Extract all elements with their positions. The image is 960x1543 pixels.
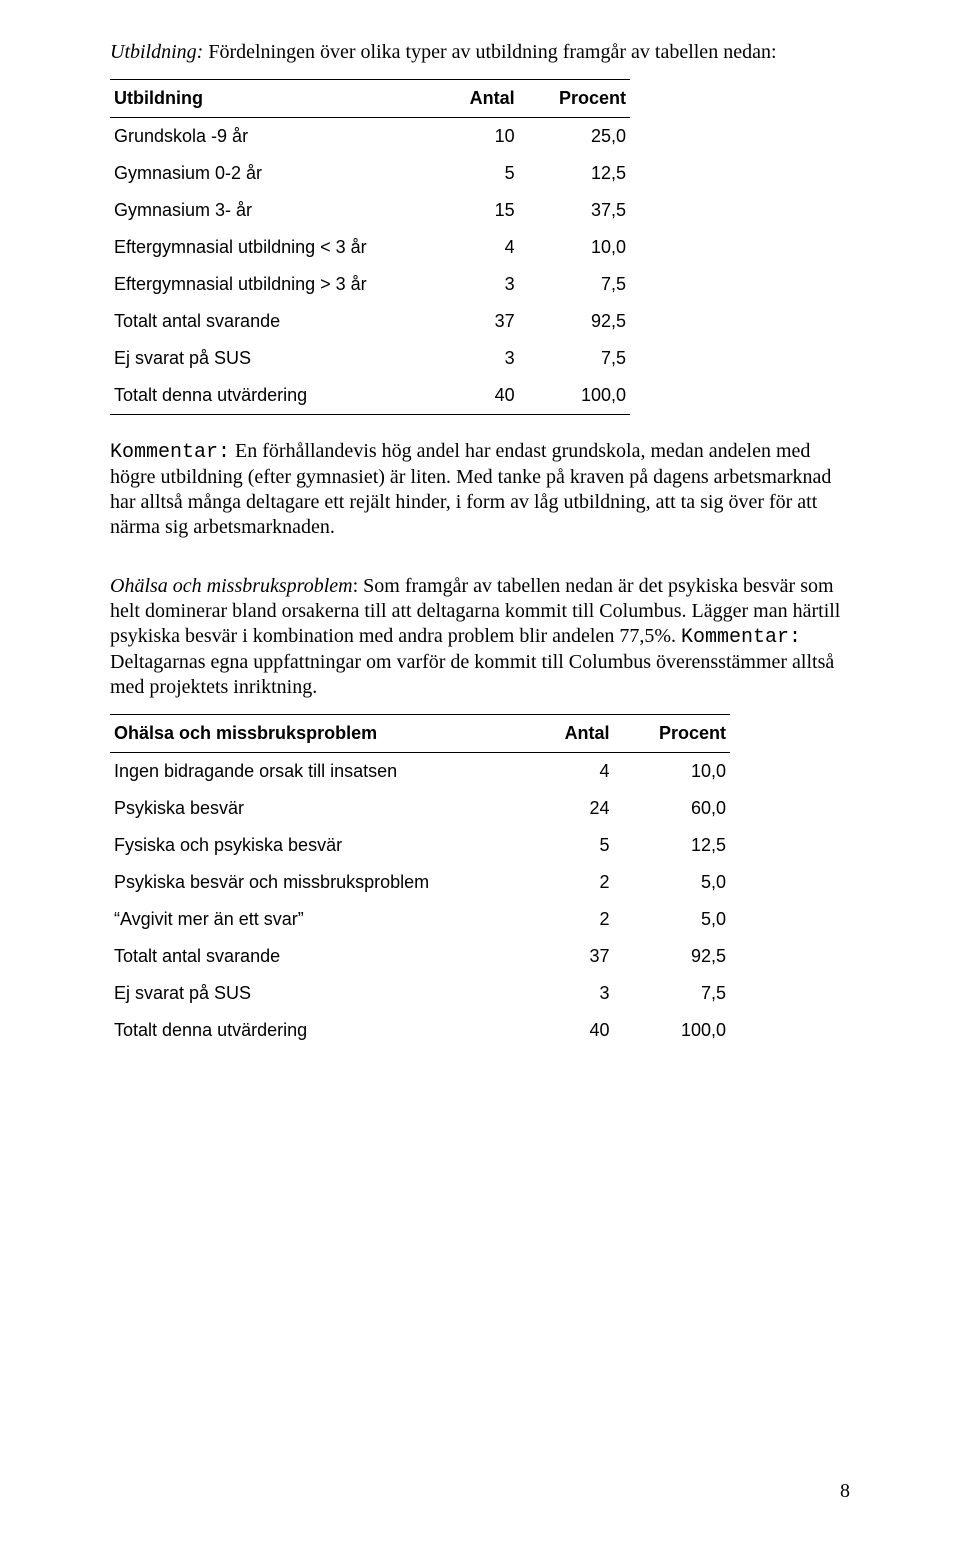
row-procent: 100,0 bbox=[519, 377, 630, 415]
table-header-row: Utbildning Antal Procent bbox=[110, 80, 630, 118]
table-row: Ej svarat på SUS 3 7,5 bbox=[110, 975, 730, 1012]
col-procent: Procent bbox=[614, 715, 730, 753]
row-procent: 100,0 bbox=[614, 1012, 730, 1049]
row-procent: 7,5 bbox=[519, 340, 630, 377]
row-procent: 25,0 bbox=[519, 118, 630, 156]
row-procent: 7,5 bbox=[614, 975, 730, 1012]
row-antal: 3 bbox=[415, 266, 518, 303]
row-label: Eftergymnasial utbildning < 3 år bbox=[110, 229, 415, 266]
kommentar-label: Kommentar: bbox=[110, 441, 230, 464]
row-label: Ej svarat på SUS bbox=[110, 340, 415, 377]
row-antal: 37 bbox=[415, 303, 518, 340]
row-antal: 4 bbox=[506, 753, 614, 791]
row-antal: 5 bbox=[506, 827, 614, 864]
col-antal: Antal bbox=[506, 715, 614, 753]
row-procent: 92,5 bbox=[614, 938, 730, 975]
row-procent: 10,0 bbox=[614, 753, 730, 791]
row-antal: 15 bbox=[415, 192, 518, 229]
row-label: Fysiska och psykiska besvär bbox=[110, 827, 506, 864]
row-label: Gymnasium 3- år bbox=[110, 192, 415, 229]
intro-text: Fördelningen över olika typer av utbildn… bbox=[208, 41, 776, 63]
ohalsa-label: Ohälsa och missbruksproblem bbox=[110, 575, 353, 597]
row-procent: 10,0 bbox=[519, 229, 630, 266]
ohalsa-kommentar-label: Kommentar: bbox=[681, 626, 801, 649]
row-label: Totalt denna utvärdering bbox=[110, 377, 415, 415]
page-number: 8 bbox=[840, 1480, 850, 1503]
table-row: Grundskola -9 år 10 25,0 bbox=[110, 118, 630, 156]
row-procent: 60,0 bbox=[614, 790, 730, 827]
row-procent: 5,0 bbox=[614, 901, 730, 938]
spacer bbox=[110, 554, 850, 574]
table-header-row: Ohälsa och missbruksproblem Antal Procen… bbox=[110, 715, 730, 753]
table-row: Psykiska besvär och missbruksproblem 2 5… bbox=[110, 864, 730, 901]
row-procent: 5,0 bbox=[614, 864, 730, 901]
row-antal: 37 bbox=[506, 938, 614, 975]
table-row: Totalt denna utvärdering 40 100,0 bbox=[110, 377, 630, 415]
row-antal: 40 bbox=[506, 1012, 614, 1049]
row-label: Ingen bidragande orsak till insatsen bbox=[110, 753, 506, 791]
table-row: Gymnasium 3- år 15 37,5 bbox=[110, 192, 630, 229]
row-procent: 92,5 bbox=[519, 303, 630, 340]
col-procent: Procent bbox=[519, 80, 630, 118]
row-procent: 12,5 bbox=[614, 827, 730, 864]
page: Utbildning: Fördelningen över olika type… bbox=[0, 0, 960, 1543]
table-row: Ingen bidragande orsak till insatsen 4 1… bbox=[110, 753, 730, 791]
row-antal: 40 bbox=[415, 377, 518, 415]
table-row: Gymnasium 0-2 år 5 12,5 bbox=[110, 155, 630, 192]
row-label: Totalt denna utvärdering bbox=[110, 1012, 506, 1049]
intro-utbildning: Utbildning: Fördelningen över olika type… bbox=[110, 40, 850, 65]
row-label: Grundskola -9 år bbox=[110, 118, 415, 156]
table-row: “Avgivit mer än ett svar” 2 5,0 bbox=[110, 901, 730, 938]
table-row: Eftergymnasial utbildning > 3 år 3 7,5 bbox=[110, 266, 630, 303]
row-procent: 37,5 bbox=[519, 192, 630, 229]
row-antal: 3 bbox=[415, 340, 518, 377]
row-antal: 3 bbox=[506, 975, 614, 1012]
row-procent: 7,5 bbox=[519, 266, 630, 303]
row-antal: 10 bbox=[415, 118, 518, 156]
intro-label: Utbildning: bbox=[110, 41, 203, 63]
row-label: Eftergymnasial utbildning > 3 år bbox=[110, 266, 415, 303]
row-label: Totalt antal svarande bbox=[110, 303, 415, 340]
table-row: Eftergymnasial utbildning < 3 år 4 10,0 bbox=[110, 229, 630, 266]
table-utbildning: Utbildning Antal Procent Grundskola -9 å… bbox=[110, 79, 630, 415]
col-antal: Antal bbox=[415, 80, 518, 118]
row-label: Totalt antal svarande bbox=[110, 938, 506, 975]
row-label: Gymnasium 0-2 år bbox=[110, 155, 415, 192]
row-label: Ej svarat på SUS bbox=[110, 975, 506, 1012]
ohalsa-paragraph: Ohälsa och missbruksproblem: Som framgår… bbox=[110, 574, 850, 700]
kommentar-1: Kommentar: En förhållandevis hög andel h… bbox=[110, 439, 850, 540]
table-row: Totalt antal svarande 37 92,5 bbox=[110, 303, 630, 340]
ohalsa-text2: Deltagarnas egna uppfattningar om varför… bbox=[110, 651, 834, 698]
row-label: Psykiska besvär och missbruksproblem bbox=[110, 864, 506, 901]
col-label: Utbildning bbox=[110, 80, 415, 118]
row-label: “Avgivit mer än ett svar” bbox=[110, 901, 506, 938]
row-label: Psykiska besvär bbox=[110, 790, 506, 827]
col-label: Ohälsa och missbruksproblem bbox=[110, 715, 506, 753]
row-antal: 4 bbox=[415, 229, 518, 266]
table-row: Psykiska besvär 24 60,0 bbox=[110, 790, 730, 827]
row-antal: 2 bbox=[506, 864, 614, 901]
table-row: Totalt denna utvärdering 40 100,0 bbox=[110, 1012, 730, 1049]
row-antal: 24 bbox=[506, 790, 614, 827]
table-ohalsa: Ohälsa och missbruksproblem Antal Procen… bbox=[110, 714, 730, 1049]
row-antal: 2 bbox=[506, 901, 614, 938]
table-row: Ej svarat på SUS 3 7,5 bbox=[110, 340, 630, 377]
row-procent: 12,5 bbox=[519, 155, 630, 192]
row-antal: 5 bbox=[415, 155, 518, 192]
table-row: Fysiska och psykiska besvär 5 12,5 bbox=[110, 827, 730, 864]
table-row: Totalt antal svarande 37 92,5 bbox=[110, 938, 730, 975]
